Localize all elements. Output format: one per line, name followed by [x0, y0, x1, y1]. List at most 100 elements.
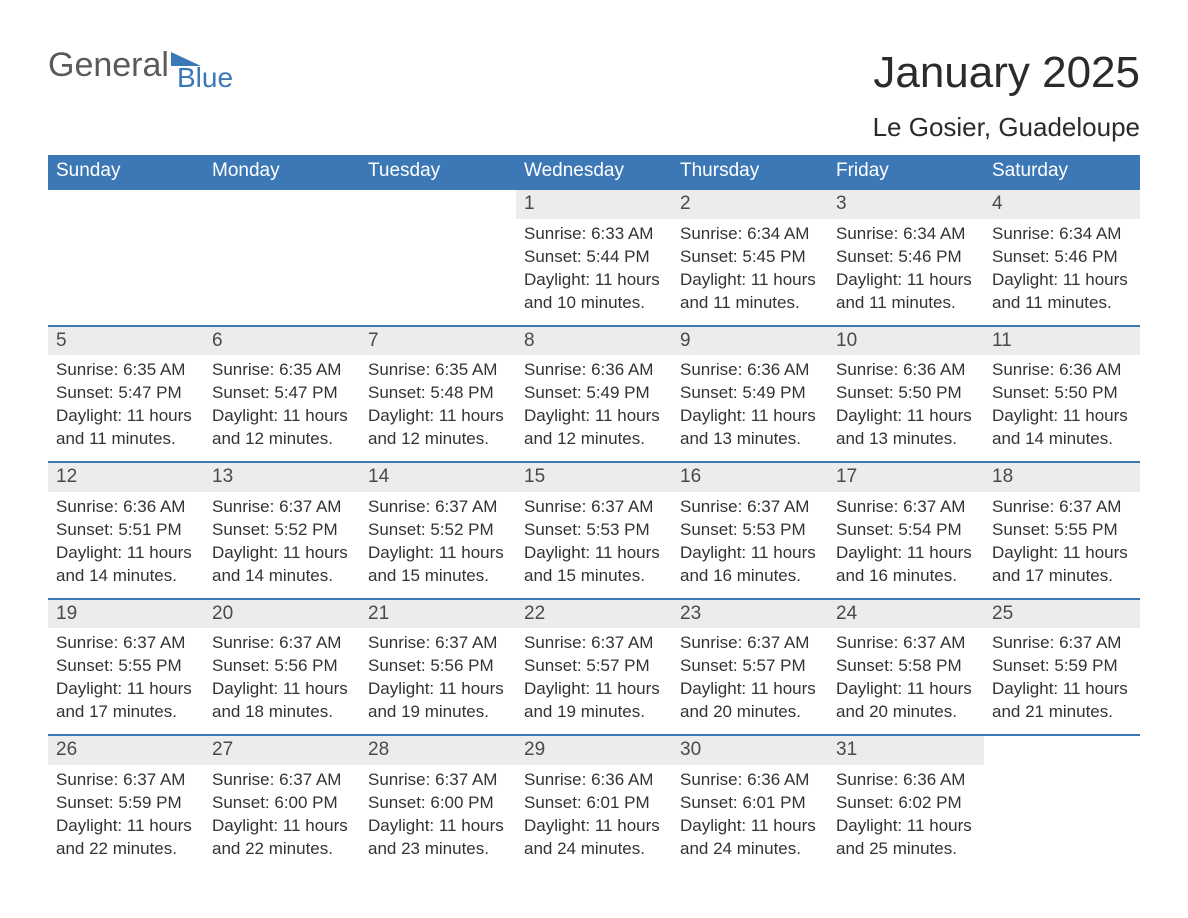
- daylight-text: Daylight: 11 hours and 12 minutes.: [368, 405, 508, 451]
- sunrise-text: Sunrise: 6:37 AM: [680, 632, 820, 655]
- day-number: 14: [360, 463, 516, 492]
- sunrise-text: Sunrise: 6:37 AM: [368, 769, 508, 792]
- sunrise-text: Sunrise: 6:36 AM: [836, 359, 976, 382]
- day-number: 3: [828, 190, 984, 219]
- daylight-text: Daylight: 11 hours and 19 minutes.: [524, 678, 664, 724]
- weeks-container: 1234Sunrise: 6:33 AMSunset: 5:44 PMDayli…: [48, 188, 1140, 871]
- sunrise-text: Sunrise: 6:33 AM: [524, 223, 664, 246]
- day-number: 18: [984, 463, 1140, 492]
- day-details: Sunrise: 6:37 AMSunset: 5:59 PMDaylight:…: [48, 765, 204, 871]
- day-details: Sunrise: 6:37 AMSunset: 5:54 PMDaylight:…: [828, 492, 984, 598]
- sunset-text: Sunset: 5:57 PM: [524, 655, 664, 678]
- sunset-text: Sunset: 6:01 PM: [680, 792, 820, 815]
- weekday-header-row: Sunday Monday Tuesday Wednesday Thursday…: [48, 155, 1140, 188]
- sunset-text: Sunset: 5:59 PM: [992, 655, 1132, 678]
- logo-word2: Blue: [177, 64, 233, 92]
- day-details: Sunrise: 6:36 AMSunset: 6:02 PMDaylight:…: [828, 765, 984, 871]
- sunset-text: Sunset: 5:46 PM: [836, 246, 976, 269]
- day-number: 30: [672, 736, 828, 765]
- daylight-text: Daylight: 11 hours and 13 minutes.: [836, 405, 976, 451]
- sunrise-text: Sunrise: 6:35 AM: [56, 359, 196, 382]
- sunrise-text: Sunrise: 6:36 AM: [836, 769, 976, 792]
- sunset-text: Sunset: 5:44 PM: [524, 246, 664, 269]
- daylight-text: Daylight: 11 hours and 22 minutes.: [56, 815, 196, 861]
- sunrise-text: Sunrise: 6:37 AM: [368, 632, 508, 655]
- day-details: Sunrise: 6:35 AMSunset: 5:47 PMDaylight:…: [204, 355, 360, 461]
- day-number: 13: [204, 463, 360, 492]
- sunset-text: Sunset: 5:50 PM: [836, 382, 976, 405]
- calendar-week: 19202122232425Sunrise: 6:37 AMSunset: 5:…: [48, 598, 1140, 735]
- daylight-text: Daylight: 11 hours and 21 minutes.: [992, 678, 1132, 724]
- daylight-text: Daylight: 11 hours and 17 minutes.: [56, 678, 196, 724]
- day-number: 11: [984, 327, 1140, 356]
- day-details: Sunrise: 6:37 AMSunset: 5:57 PMDaylight:…: [516, 628, 672, 734]
- sunset-text: Sunset: 5:51 PM: [56, 519, 196, 542]
- sunset-text: Sunset: 5:47 PM: [212, 382, 352, 405]
- day-number: 1: [516, 190, 672, 219]
- weekday-header: Saturday: [984, 155, 1140, 188]
- sunrise-text: Sunrise: 6:37 AM: [524, 496, 664, 519]
- day-number: 4: [984, 190, 1140, 219]
- weekday-header: Sunday: [48, 155, 204, 188]
- day-details: Sunrise: 6:37 AMSunset: 5:59 PMDaylight:…: [984, 628, 1140, 734]
- day-number: [48, 190, 204, 219]
- sunset-text: Sunset: 5:52 PM: [212, 519, 352, 542]
- day-number: 5: [48, 327, 204, 356]
- day-details: Sunrise: 6:35 AMSunset: 5:47 PMDaylight:…: [48, 355, 204, 461]
- day-number: 28: [360, 736, 516, 765]
- sunset-text: Sunset: 5:53 PM: [524, 519, 664, 542]
- daylight-text: Daylight: 11 hours and 11 minutes.: [836, 269, 976, 315]
- sunset-text: Sunset: 5:49 PM: [524, 382, 664, 405]
- day-details: Sunrise: 6:35 AMSunset: 5:48 PMDaylight:…: [360, 355, 516, 461]
- calendar-table: Sunday Monday Tuesday Wednesday Thursday…: [48, 155, 1140, 871]
- sunrise-text: Sunrise: 6:37 AM: [680, 496, 820, 519]
- daylight-text: Daylight: 11 hours and 14 minutes.: [212, 542, 352, 588]
- sunrise-text: Sunrise: 6:36 AM: [992, 359, 1132, 382]
- day-number: 25: [984, 600, 1140, 629]
- day-number: 24: [828, 600, 984, 629]
- sunrise-text: Sunrise: 6:34 AM: [680, 223, 820, 246]
- daylight-text: Daylight: 11 hours and 15 minutes.: [368, 542, 508, 588]
- day-details: Sunrise: 6:36 AMSunset: 5:50 PMDaylight:…: [828, 355, 984, 461]
- sunset-text: Sunset: 5:50 PM: [992, 382, 1132, 405]
- day-details: Sunrise: 6:37 AMSunset: 5:57 PMDaylight:…: [672, 628, 828, 734]
- day-number: 16: [672, 463, 828, 492]
- logo-right: Blue: [171, 48, 233, 92]
- day-number: 23: [672, 600, 828, 629]
- sunrise-text: Sunrise: 6:37 AM: [56, 632, 196, 655]
- sunrise-text: Sunrise: 6:34 AM: [836, 223, 976, 246]
- daylight-text: Daylight: 11 hours and 20 minutes.: [836, 678, 976, 724]
- daylight-text: Daylight: 11 hours and 10 minutes.: [524, 269, 664, 315]
- sunrise-text: Sunrise: 6:36 AM: [56, 496, 196, 519]
- daylight-text: Daylight: 11 hours and 12 minutes.: [524, 405, 664, 451]
- sunset-text: Sunset: 5:55 PM: [56, 655, 196, 678]
- day-details: Sunrise: 6:37 AMSunset: 5:58 PMDaylight:…: [828, 628, 984, 734]
- day-number: 27: [204, 736, 360, 765]
- day-number: 20: [204, 600, 360, 629]
- day-details: Sunrise: 6:37 AMSunset: 5:55 PMDaylight:…: [984, 492, 1140, 598]
- weekday-header: Tuesday: [360, 155, 516, 188]
- sunrise-text: Sunrise: 6:34 AM: [992, 223, 1132, 246]
- day-details: Sunrise: 6:36 AMSunset: 5:49 PMDaylight:…: [516, 355, 672, 461]
- sunset-text: Sunset: 5:52 PM: [368, 519, 508, 542]
- daylight-text: Daylight: 11 hours and 16 minutes.: [680, 542, 820, 588]
- sunrise-text: Sunrise: 6:37 AM: [56, 769, 196, 792]
- day-number: [360, 190, 516, 219]
- sunset-text: Sunset: 5:55 PM: [992, 519, 1132, 542]
- day-details: Sunrise: 6:34 AMSunset: 5:45 PMDaylight:…: [672, 219, 828, 325]
- day-details: Sunrise: 6:37 AMSunset: 5:53 PMDaylight:…: [516, 492, 672, 598]
- daylight-text: Daylight: 11 hours and 18 minutes.: [212, 678, 352, 724]
- page-header: General Blue January 2025 Le Gosier, Gua…: [48, 48, 1140, 143]
- day-number: 10: [828, 327, 984, 356]
- sunset-text: Sunset: 5:46 PM: [992, 246, 1132, 269]
- day-details: Sunrise: 6:37 AMSunset: 5:52 PMDaylight:…: [360, 492, 516, 598]
- day-content-row: Sunrise: 6:35 AM Sunset: 5:47 PM Daylight:…: [48, 355, 1140, 461]
- calendar-week: 1234Sunrise: 6:33 AMSunset: 5:44 PMDayli…: [48, 188, 1140, 325]
- daylight-text: Daylight: 11 hours and 20 minutes.: [680, 678, 820, 724]
- daylight-text: Daylight: 11 hours and 11 minutes.: [992, 269, 1132, 315]
- day-details: Sunrise: 6:36 AMSunset: 5:50 PMDaylight:…: [984, 355, 1140, 461]
- day-number: 2: [672, 190, 828, 219]
- day-details: [204, 219, 360, 325]
- sunset-text: Sunset: 5:59 PM: [56, 792, 196, 815]
- sunset-text: Sunset: 5:57 PM: [680, 655, 820, 678]
